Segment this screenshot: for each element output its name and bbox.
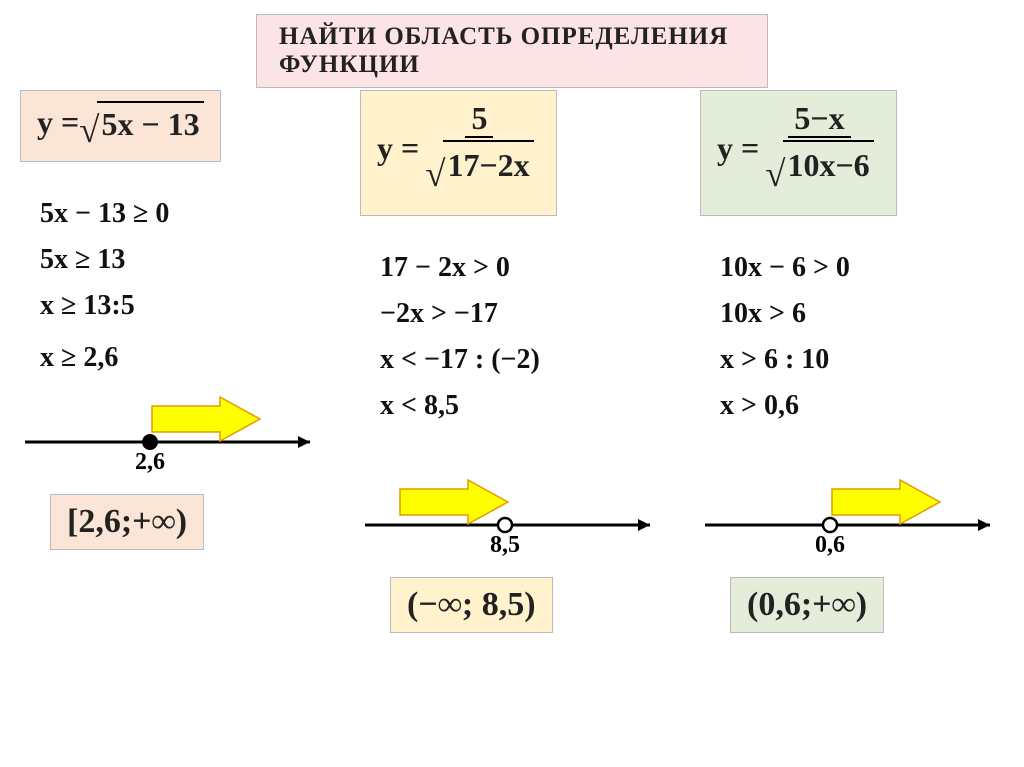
step: x ≥ 13:5 bbox=[40, 290, 340, 322]
function-box-2: y = 5 √ 17−2x bbox=[360, 90, 557, 216]
point-label-3: 0,6 bbox=[815, 532, 845, 558]
page-title: НАЙТИ ОБЛАСТЬ ОПРЕДЕЛЕНИЯ ФУНКЦИИ bbox=[256, 14, 768, 88]
fraction-2: 5 √ 17−2x bbox=[419, 101, 539, 197]
step: x > 6 : 10 bbox=[720, 344, 1020, 376]
denominator-3: √ 10x−6 bbox=[759, 138, 879, 196]
function-box-3: y = 5−x √ 10x−6 bbox=[700, 90, 897, 216]
column-1: y = √ 5x − 13 5x − 13 ≥ 0 5x ≥ 13 x ≥ 13… bbox=[20, 90, 340, 550]
step: x < −17 : (−2) bbox=[380, 344, 680, 376]
step: 17 − 2x > 0 bbox=[380, 252, 680, 284]
answer-box-3: (0,6;+∞) bbox=[730, 577, 884, 633]
function-box-1: y = √ 5x − 13 bbox=[20, 90, 221, 162]
step: −2x > −17 bbox=[380, 298, 680, 330]
radical-symbol: √ bbox=[79, 117, 99, 143]
den-radicand-3: 10x−6 bbox=[783, 140, 873, 187]
numline-svg: 0,6 bbox=[700, 477, 1010, 567]
step: 5x − 13 ≥ 0 bbox=[40, 198, 340, 230]
answer-box-2: (−∞; 8,5) bbox=[390, 577, 553, 633]
number-line-1: 2,6 bbox=[20, 394, 340, 484]
step: x > 0,6 bbox=[720, 390, 1020, 422]
radical-symbol: √ bbox=[765, 161, 785, 187]
point-label-1: 2,6 bbox=[135, 449, 165, 475]
sqrt-icon: √ 5x − 13 bbox=[79, 101, 203, 143]
numerator-3: 5−x bbox=[788, 101, 850, 138]
sqrt-icon: √ 10x−6 bbox=[765, 140, 873, 187]
numline-svg: 2,6 bbox=[20, 394, 330, 484]
number-line-2: 8,5 bbox=[360, 477, 680, 567]
step: 10x > 6 bbox=[720, 298, 1020, 330]
func2-prefix: y = bbox=[377, 130, 419, 167]
step: 5x ≥ 13 bbox=[40, 244, 340, 276]
fraction-3: 5−x √ 10x−6 bbox=[759, 101, 879, 197]
point-label-2: 8,5 bbox=[490, 532, 520, 558]
step: x < 8,5 bbox=[380, 390, 680, 422]
step: x ≥ 2,6 bbox=[40, 342, 340, 374]
radical-symbol: √ bbox=[425, 161, 445, 187]
denominator-2: √ 17−2x bbox=[419, 138, 539, 196]
numline-svg: 8,5 bbox=[360, 477, 670, 567]
column-2: y = 5 √ 17−2x 17 − 2x > 0 −2x > −17 x < … bbox=[360, 90, 680, 633]
radicand-1: 5x − 13 bbox=[97, 101, 203, 143]
den-radicand-2: 17−2x bbox=[443, 140, 533, 187]
sqrt-icon: √ 17−2x bbox=[425, 140, 533, 187]
func1-prefix: y = bbox=[37, 104, 79, 141]
column-3: y = 5−x √ 10x−6 10x − 6 > 0 10x > 6 x > … bbox=[700, 90, 1020, 633]
number-line-3: 0,6 bbox=[700, 477, 1020, 567]
answer-box-1: [2,6;+∞) bbox=[50, 494, 204, 550]
numerator-2: 5 bbox=[465, 101, 493, 138]
func3-prefix: y = bbox=[717, 130, 759, 167]
step: 10x − 6 > 0 bbox=[720, 252, 1020, 284]
